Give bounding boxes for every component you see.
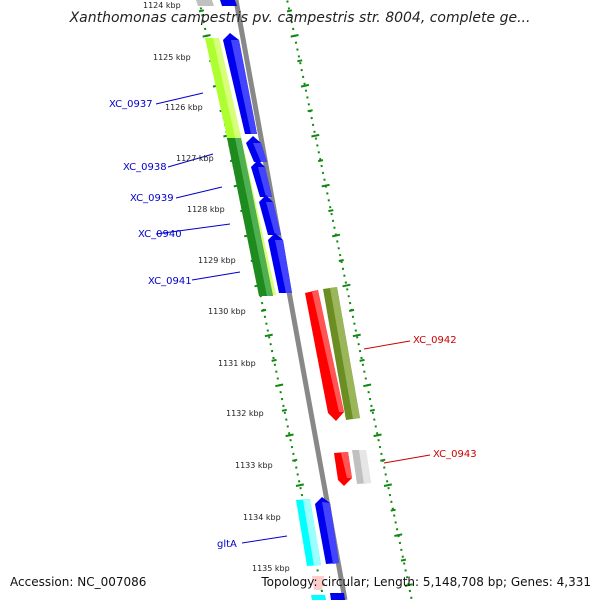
tick-mark [290, 34, 299, 38]
tick-label-1131: 1131 kbp [218, 359, 256, 368]
tick-marks-right [286, 9, 413, 587]
feature-label-xc0940[interactable]: XC_0940 [138, 229, 182, 240]
tick-mark [307, 109, 313, 113]
tick-mark [400, 558, 407, 562]
callout-lines [155, 92, 431, 544]
feature-xc0941-arrow [268, 233, 292, 293]
tick-mark [342, 283, 351, 288]
tick-mark [328, 209, 334, 213]
tick-mark [359, 358, 365, 362]
feature-xc0943-red [334, 452, 352, 486]
tick-mark [264, 333, 273, 338]
tick-mark [369, 408, 375, 412]
feature-row-top-fragment [196, 0, 237, 6]
tick-mark [338, 259, 344, 262]
tick-label-1125: 1125 kbp [153, 53, 191, 62]
tick-label-1134: 1134 kbp [243, 513, 281, 522]
tick-mark [281, 408, 287, 412]
tick-mark [363, 383, 372, 388]
tick-mark [292, 458, 298, 462]
feature-label-xc0937[interactable]: XC_0937 [109, 99, 153, 110]
feature-gltA-blue [315, 497, 339, 564]
tick-mark [271, 358, 277, 362]
genome-stats: Topology: circular; Length: 5,148,708 bp… [261, 575, 591, 589]
feature-green-band [227, 138, 273, 296]
tick-mark [352, 333, 361, 338]
feature-label-xc0943[interactable]: XC_0943 [433, 449, 477, 460]
tick-mark [275, 383, 284, 388]
feature-xc0942-red [305, 290, 344, 421]
feature-label-xc0939[interactable]: XC_0939 [130, 193, 174, 204]
feature-xc0939-arrow [251, 160, 272, 197]
tick-label-1124: 1124 kbp [143, 1, 181, 10]
tick-mark [390, 508, 396, 512]
tick-mark [311, 133, 320, 138]
feature-xc0940-arrow [259, 195, 281, 235]
tick-label-1133: 1133 kbp [235, 461, 273, 470]
tick-mark [383, 483, 393, 487]
tick-mark [295, 483, 305, 487]
tick-mark [285, 433, 294, 438]
backbone [233, 0, 348, 600]
tick-mark [331, 233, 341, 238]
tick-mark [394, 533, 403, 537]
tick-mark [321, 183, 330, 188]
tick-label-1135: 1135 kbp [252, 564, 290, 573]
tick-mark [300, 83, 310, 88]
tick-labels: 1124 kbp 1125 kbp 1126 kbp 1127 kbp 1128… [143, 1, 290, 573]
tick-mark [380, 458, 386, 462]
feature-label-gltA[interactable]: gltA [217, 539, 237, 550]
dotted-track-right [286, 0, 413, 600]
tick-mark [297, 59, 303, 63]
feature-xc0937-arrow [223, 33, 257, 134]
tick-label-1127: 1127 kbp [176, 154, 214, 163]
feature-row-bottom-fragment [311, 576, 345, 600]
accession-text: Accession: NC_007086 [10, 575, 147, 589]
tick-mark [260, 308, 267, 312]
tick-mark [202, 34, 211, 38]
map-title: Xanthomonas campestris pv. campestris st… [69, 10, 531, 26]
tick-label-1130: 1130 kbp [208, 307, 246, 316]
tick-label-1129: 1129 kbp [198, 256, 236, 265]
tick-mark [286, 9, 293, 13]
feature-xc0943-gray [352, 450, 371, 484]
genes-text: Genes: 4,331 [510, 575, 591, 589]
feature-xc0938-arrow [246, 136, 267, 162]
feature-label-xc0941[interactable]: XC_0941 [148, 276, 192, 287]
tick-label-1128: 1128 kbp [187, 205, 225, 214]
tick-label-1132: 1132 kbp [226, 409, 264, 418]
feature-labels: XC_0937 XC_0938 XC_0939 XC_0940 XC_0941 … [109, 99, 477, 550]
tick-mark [348, 308, 355, 312]
length-text: Length: 5,148,708 bp [373, 575, 503, 589]
tick-mark [404, 583, 413, 587]
tick-label-1126: 1126 kbp [165, 103, 203, 112]
tick-mark [317, 159, 324, 163]
tick-mark [373, 433, 382, 438]
tick-mark [198, 9, 205, 13]
feature-label-xc0938[interactable]: XC_0938 [123, 162, 167, 173]
feature-label-xc0942[interactable]: XC_0942 [413, 335, 457, 346]
feature-xc0942-olive [323, 287, 360, 420]
feature-gltA-cyan [296, 499, 321, 566]
topology-text: Topology: circular [261, 575, 366, 589]
